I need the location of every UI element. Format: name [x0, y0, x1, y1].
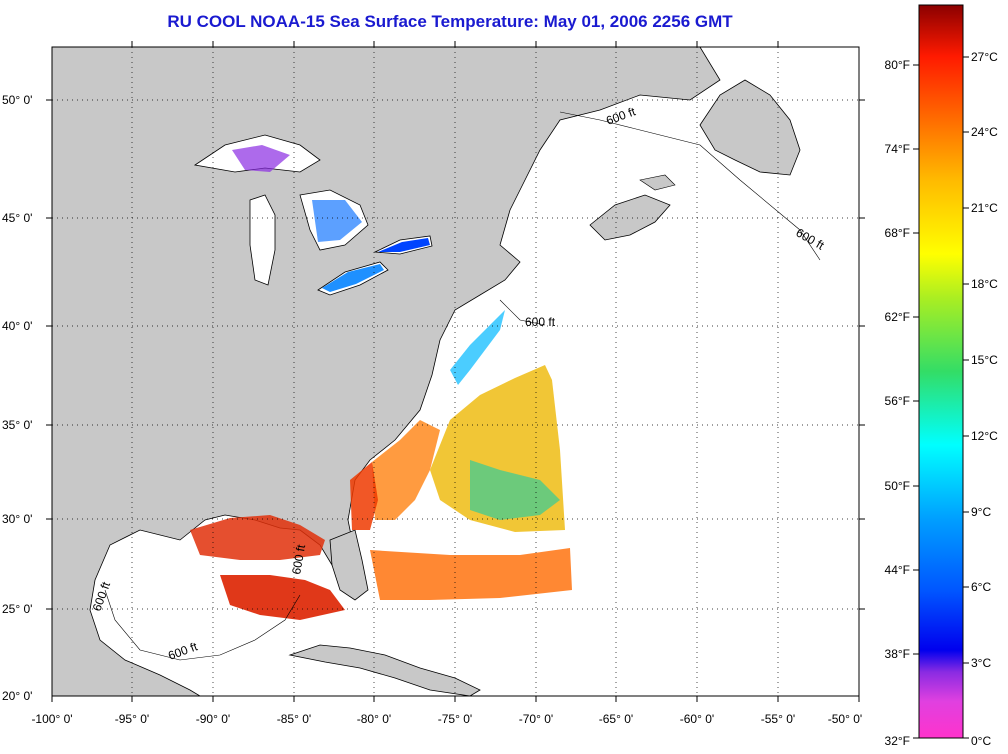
- cbar-f-74: 74°F: [885, 142, 910, 156]
- lon-label-60: -60° 0': [680, 712, 714, 726]
- lat-label-25: 25° 0': [2, 602, 32, 616]
- cbar-c-18: 18°C: [971, 277, 998, 291]
- lon-label-85: -85° 0': [277, 712, 311, 726]
- cbar-f-56: 56°F: [885, 394, 910, 408]
- lon-label-100: -100° 0': [31, 712, 72, 726]
- lon-label-65: -65° 0': [599, 712, 633, 726]
- lake-erie-sst: [322, 264, 384, 292]
- cbar-f-32: 32°F: [885, 734, 910, 748]
- isobath-600ft-gulf: [104, 589, 301, 661]
- cbar-c-6: 6°C: [971, 580, 991, 594]
- lon-label-70: -70° 0': [519, 712, 553, 726]
- nova-scotia-land: [589, 194, 671, 241]
- colorbar-fahrenheit-labels: 80°F 74°F 68°F 62°F 56°F 50°F 44°F 38°F …: [885, 58, 910, 748]
- cbar-f-80: 80°F: [885, 58, 910, 72]
- axis-ticks: [46, 41, 865, 702]
- lon-label-90: -90° 0': [196, 712, 230, 726]
- map-title: RU COOL NOAA-15 Sea Surface Temperature:…: [167, 12, 733, 31]
- lake-ontario-sst: [378, 238, 430, 252]
- lat-label-50: 50° 0': [2, 93, 32, 107]
- mid-atlantic-sst: [470, 460, 560, 520]
- map-panel: 600 ft 600 ft 600 ft 600 ft 600 ft 600 f…: [52, 47, 859, 696]
- pei-land: [639, 174, 676, 191]
- cuba-land: [288, 644, 481, 696]
- colorbar: [918, 4, 964, 739]
- sargasso-sst-band: [370, 548, 572, 600]
- latitude-labels: 50° 0' 45° 0' 40° 0' 35° 0' 30° 0' 25° 0…: [2, 93, 32, 703]
- lon-label-80: -80° 0': [357, 712, 391, 726]
- colorbar-ticks: [913, 56, 969, 739]
- shelf-cold-sst: [450, 310, 505, 385]
- cbar-f-62: 62°F: [885, 310, 910, 324]
- cbar-f-50: 50°F: [885, 479, 910, 493]
- colorbar-celsius-labels: 27°C 24°C 21°C 18°C 15°C 12°C 9°C 6°C 3°…: [971, 50, 998, 748]
- lon-label-95: -95° 0': [115, 712, 149, 726]
- lon-label-55: -55° 0': [761, 712, 795, 726]
- lat-label-20: 20° 0': [2, 689, 32, 703]
- lake-michigan: [249, 194, 276, 286]
- lat-label-30: 30° 0': [2, 512, 32, 526]
- longitude-labels: -100° 0' -95° 0' -90° 0' -85° 0' -80° 0'…: [31, 712, 862, 726]
- cbar-c-21: 21°C: [971, 201, 998, 215]
- lake-superior-sst: [232, 145, 290, 172]
- cbar-c-3: 3°C: [971, 656, 991, 670]
- atlantic-sst-warm: [372, 420, 440, 520]
- cbar-c-0: 0°C: [971, 734, 991, 748]
- cbar-c-27: 27°C: [971, 50, 998, 64]
- lake-huron-sst: [312, 200, 362, 242]
- lat-label-35: 35° 0': [2, 418, 32, 432]
- lon-label-50: -50° 0': [828, 712, 862, 726]
- cbar-c-9: 9°C: [971, 505, 991, 519]
- cbar-f-38: 38°F: [885, 647, 910, 661]
- gulf-sst-south: [220, 575, 345, 620]
- newfoundland-land: [699, 79, 801, 176]
- lat-label-40: 40° 0': [2, 319, 32, 333]
- isobath-label-midatlantic: 600 ft: [525, 315, 556, 329]
- gulfstream-sst: [350, 462, 378, 530]
- cbar-c-15: 15°C: [971, 353, 998, 367]
- cbar-c-24: 24°C: [971, 125, 998, 139]
- cbar-f-68: 68°F: [885, 226, 910, 240]
- isobath-600ft-atlantic: [499, 111, 821, 326]
- cbar-c-12: 12°C: [971, 429, 998, 443]
- graticule: [52, 47, 859, 696]
- lon-label-75: -75° 0': [438, 712, 472, 726]
- florida-land: [329, 529, 369, 601]
- cbar-f-44: 44°F: [885, 563, 910, 577]
- lat-label-45: 45° 0': [2, 211, 32, 225]
- gulf-sst-north: [190, 515, 325, 560]
